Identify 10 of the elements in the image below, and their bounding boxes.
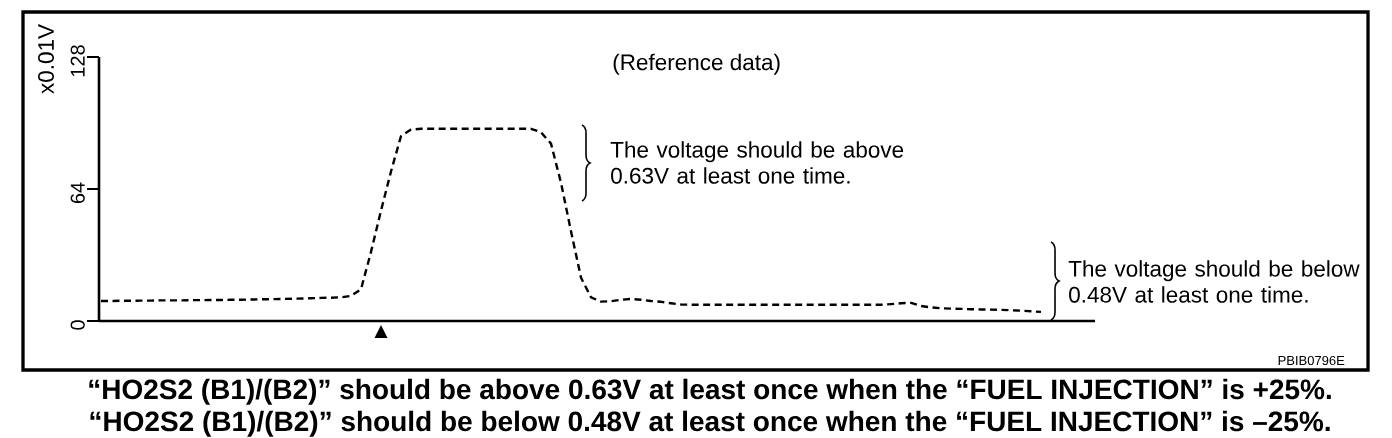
text: PBIB0796E [1278, 355, 1345, 366]
y-tick-label: 64 [70, 182, 85, 204]
y-tick-label: 128 [70, 45, 85, 77]
annotation: (Reference data) [613, 53, 780, 75]
text: The voltage should be below 0.48V at least one time. [1068, 260, 1360, 303]
y-axis-title: x0.01V [38, 24, 54, 94]
text: “HO2S2 (B1)/(B2)” should be below 0.48V at least once when the “FUEL INJECTION” is –25%. [90, 410, 1330, 437]
annotation: The voltage should be above 0.63V at least one time. [610, 141, 904, 184]
text: “HO2S2 (B1)/(B2)” should be above 0.63V at least once when the “FUEL INJECTION” is +25%. [89, 378, 1331, 405]
y-tick-label: 0 [70, 320, 85, 330]
